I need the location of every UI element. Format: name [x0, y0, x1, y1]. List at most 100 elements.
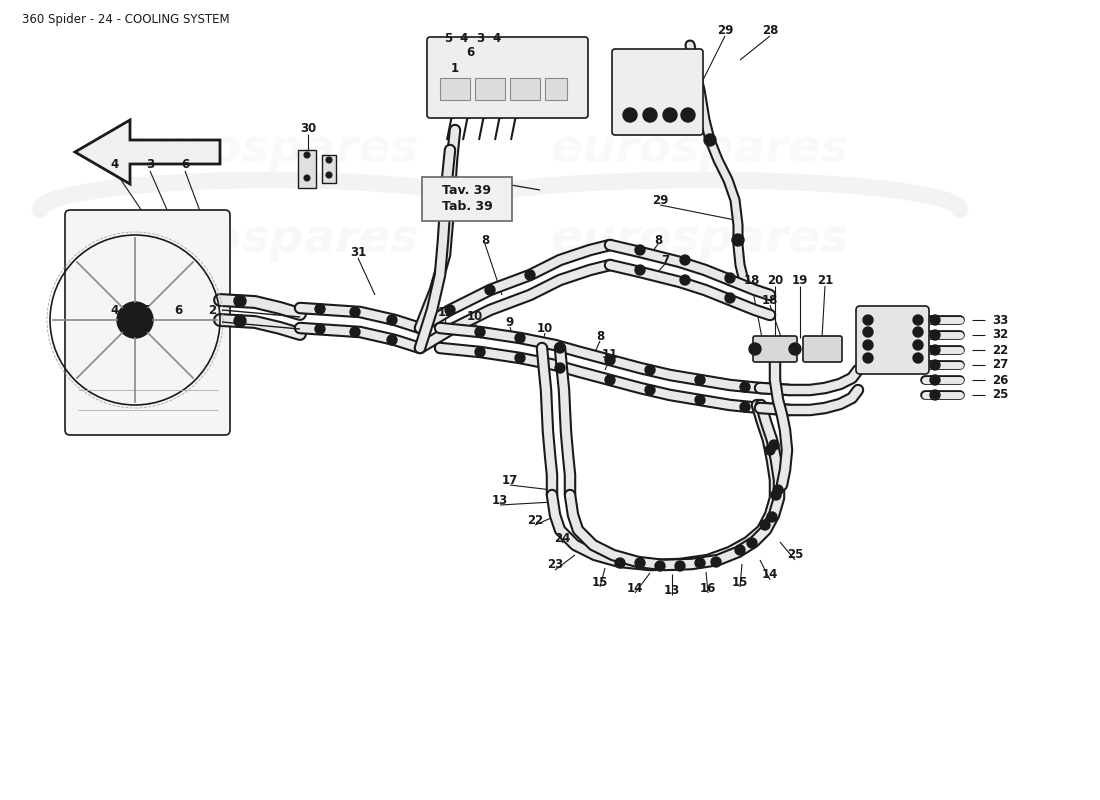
Text: 14: 14 [762, 569, 778, 582]
FancyBboxPatch shape [803, 336, 842, 362]
Circle shape [749, 540, 755, 546]
Circle shape [317, 326, 323, 332]
Circle shape [711, 557, 720, 567]
FancyBboxPatch shape [754, 336, 798, 362]
Text: eurospares: eurospares [121, 218, 419, 262]
Circle shape [864, 327, 873, 337]
Circle shape [387, 315, 397, 325]
Circle shape [315, 324, 324, 334]
Text: 10: 10 [466, 310, 483, 323]
Circle shape [713, 559, 719, 565]
Text: 10: 10 [537, 322, 553, 334]
Circle shape [697, 397, 703, 403]
Text: 26: 26 [992, 374, 1009, 386]
Circle shape [865, 317, 871, 323]
Circle shape [475, 327, 485, 337]
Text: 4: 4 [111, 303, 119, 317]
Circle shape [680, 255, 690, 265]
Circle shape [487, 287, 493, 293]
Circle shape [771, 490, 781, 500]
Circle shape [734, 236, 742, 244]
Text: 25: 25 [992, 389, 1009, 402]
Circle shape [644, 108, 657, 122]
Circle shape [773, 485, 783, 495]
Text: 5: 5 [444, 31, 452, 45]
FancyBboxPatch shape [427, 37, 588, 118]
Text: 3: 3 [476, 31, 484, 45]
Text: Tav. 39: Tav. 39 [442, 183, 492, 197]
Circle shape [706, 136, 714, 144]
Text: 29: 29 [717, 23, 734, 37]
Circle shape [930, 330, 940, 340]
Circle shape [764, 445, 776, 455]
Circle shape [623, 108, 637, 122]
Circle shape [317, 306, 323, 312]
Text: 19: 19 [792, 274, 808, 286]
Text: 8: 8 [596, 330, 604, 343]
Circle shape [915, 355, 921, 361]
Circle shape [735, 545, 745, 555]
Circle shape [930, 375, 940, 385]
FancyBboxPatch shape [856, 306, 930, 374]
Circle shape [352, 309, 358, 315]
Text: eurospares: eurospares [121, 127, 419, 173]
Text: 9: 9 [506, 315, 514, 329]
Circle shape [769, 440, 779, 450]
Circle shape [732, 234, 744, 246]
Circle shape [515, 333, 525, 343]
Text: 28: 28 [762, 23, 778, 37]
Text: eurospares: eurospares [551, 218, 849, 262]
Circle shape [517, 335, 522, 341]
Text: 22: 22 [992, 343, 1008, 357]
Circle shape [527, 272, 534, 278]
Circle shape [682, 277, 688, 283]
Circle shape [932, 347, 938, 353]
Circle shape [647, 387, 653, 393]
Text: 14: 14 [627, 582, 644, 594]
Circle shape [695, 395, 705, 405]
Text: 6: 6 [180, 158, 189, 171]
Circle shape [930, 390, 940, 400]
Circle shape [635, 558, 645, 568]
Circle shape [607, 357, 613, 363]
Text: 30: 30 [300, 122, 316, 134]
Circle shape [682, 257, 688, 263]
Circle shape [865, 342, 871, 348]
Circle shape [865, 355, 871, 361]
Circle shape [932, 377, 938, 383]
Text: 23: 23 [547, 558, 563, 571]
Circle shape [515, 353, 525, 363]
Text: 18: 18 [744, 274, 760, 286]
Circle shape [234, 295, 246, 307]
Circle shape [236, 297, 244, 305]
Text: 27: 27 [992, 358, 1008, 371]
Text: 20: 20 [767, 274, 783, 286]
Circle shape [637, 267, 644, 273]
Circle shape [776, 487, 781, 493]
Text: 6: 6 [174, 303, 183, 317]
Circle shape [654, 561, 666, 571]
Text: 360 Spider - 24 - COOLING SYSTEM: 360 Spider - 24 - COOLING SYSTEM [22, 13, 230, 26]
Circle shape [605, 355, 615, 365]
Text: 7: 7 [661, 254, 669, 266]
Text: 4: 4 [460, 31, 469, 45]
Circle shape [789, 343, 801, 355]
Circle shape [637, 560, 644, 566]
Circle shape [932, 332, 938, 338]
Circle shape [637, 247, 644, 253]
Circle shape [645, 365, 654, 375]
Circle shape [607, 377, 613, 383]
Text: 22: 22 [527, 514, 543, 526]
Text: 32: 32 [992, 329, 1008, 342]
Circle shape [663, 108, 676, 122]
Circle shape [864, 340, 873, 350]
Circle shape [932, 317, 938, 323]
Circle shape [742, 384, 748, 390]
Circle shape [680, 275, 690, 285]
Text: 11: 11 [602, 349, 618, 362]
Circle shape [767, 447, 773, 453]
Circle shape [727, 275, 733, 281]
Text: 15: 15 [592, 575, 608, 589]
Circle shape [930, 360, 940, 370]
Circle shape [304, 152, 310, 158]
